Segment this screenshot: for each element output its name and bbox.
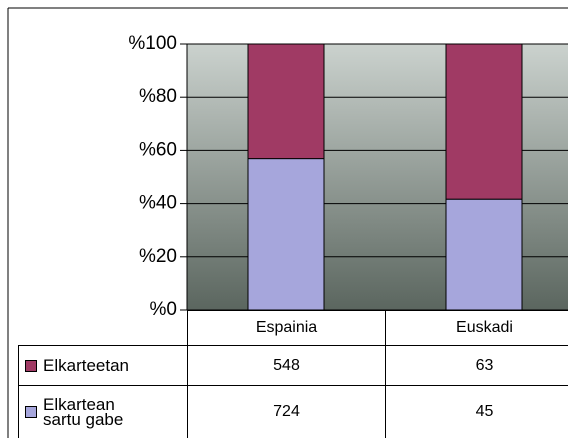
value-cell: 45 [385,385,568,438]
value-cell: 548 [187,345,386,386]
category-cell: Euskadi [385,310,568,346]
table: Espainia Euskadi Elkarteetan 548 63 Elkartean… [18,310,568,438]
table-row: Elkarteetan 548 63 [18,345,568,386]
category-cell: Espainia [187,310,386,346]
y-tick-label: %60 [139,139,177,160]
bar [445,43,523,200]
bar [445,198,523,311]
corner-cell [19,311,188,346]
y-tick-label: %40 [139,193,177,214]
table-row: Elkartean sartu gabe 724 45 [18,385,568,438]
y-tick-label: %100 [128,33,177,54]
legend-label: Elkartean sartu gabe [43,395,124,429]
bar [247,43,325,160]
y-tick-label: %20 [139,246,177,267]
legend-cell: Elkartean sartu gabe [18,385,188,438]
bar [247,158,325,311]
value-cell: 724 [187,385,386,438]
legend-swatch [25,359,37,372]
legend-cell: Elkarteetan [18,345,188,386]
y-tick-label: %80 [139,86,177,107]
value-cell: 63 [385,345,568,386]
legend-swatch [25,406,37,418]
table-header-row: Espainia Euskadi [19,310,568,346]
data-table: Espainia Euskadi Elkarteetan 548 63 Elkartean… [18,310,568,438]
legend-label: Elkarteetan [43,356,129,376]
y-tick-label: %0 [150,299,177,320]
